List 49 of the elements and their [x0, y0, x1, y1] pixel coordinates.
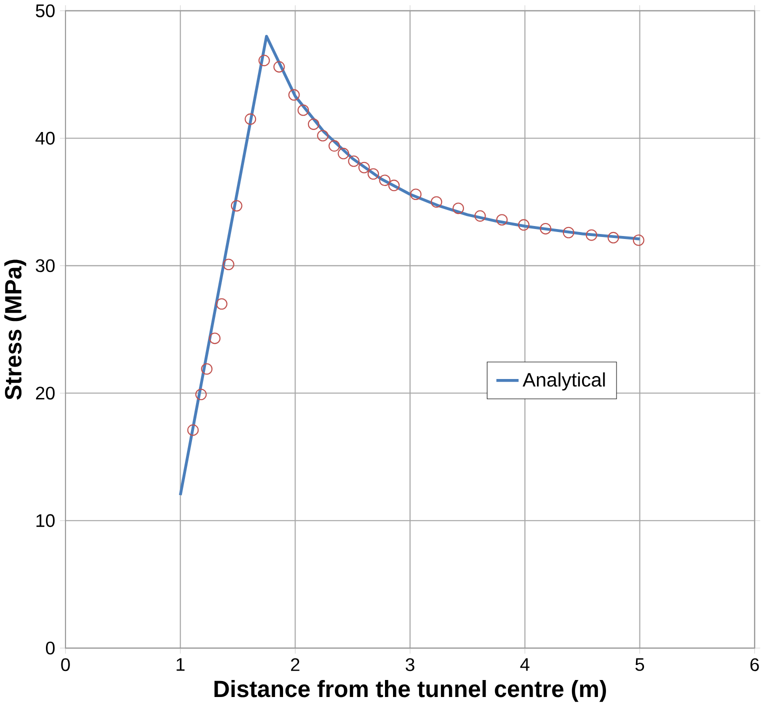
point: [430, 196, 442, 208]
x-tick-label: 2: [291, 658, 300, 671]
point: [216, 298, 228, 310]
x-tick-label: 3: [406, 658, 414, 672]
y-tick-label: 10: [36, 514, 55, 527]
point: [632, 234, 644, 246]
point: [338, 148, 350, 160]
point: [379, 174, 391, 186]
point: [410, 188, 422, 200]
point: [540, 222, 552, 234]
x-tick-label: 5: [635, 658, 644, 671]
point: [222, 258, 234, 270]
legend-label: Analytical: [522, 372, 605, 390]
point: [348, 155, 360, 167]
point: [317, 130, 328, 142]
point: [586, 229, 598, 241]
point: [562, 226, 574, 238]
point: [496, 214, 508, 226]
line-series: [178, 34, 642, 496]
point: [298, 104, 309, 116]
x-tick-label: 1: [176, 658, 185, 671]
point: [308, 118, 320, 130]
x-axis-title: Distance from the tunnel centre (m): [214, 680, 606, 702]
y-tick-label: 0: [46, 642, 55, 654]
point: [452, 202, 464, 214]
point: [518, 219, 530, 231]
x-tick-label: 6: [750, 658, 759, 672]
point: [474, 210, 486, 222]
point: [209, 332, 221, 344]
point: [328, 140, 340, 152]
point: [358, 162, 370, 174]
point: [230, 200, 242, 212]
point: [244, 113, 256, 125]
point: [187, 424, 199, 436]
y-tick-label: 20: [36, 386, 55, 400]
point: [258, 54, 270, 66]
point: [368, 168, 380, 180]
y-tick-label: 50: [36, 4, 55, 18]
point: [195, 388, 207, 400]
x-tick-label: 0: [61, 658, 70, 672]
point: [608, 232, 620, 244]
point: [273, 61, 285, 72]
point: [201, 363, 212, 375]
point: [388, 180, 400, 192]
y-tick-label: 40: [36, 132, 55, 145]
point: [288, 89, 300, 101]
y-tick-label: 30: [36, 259, 55, 272]
x-tick-label: 4: [520, 658, 530, 671]
y-axis-title: Stress (MPa): [4, 260, 26, 400]
